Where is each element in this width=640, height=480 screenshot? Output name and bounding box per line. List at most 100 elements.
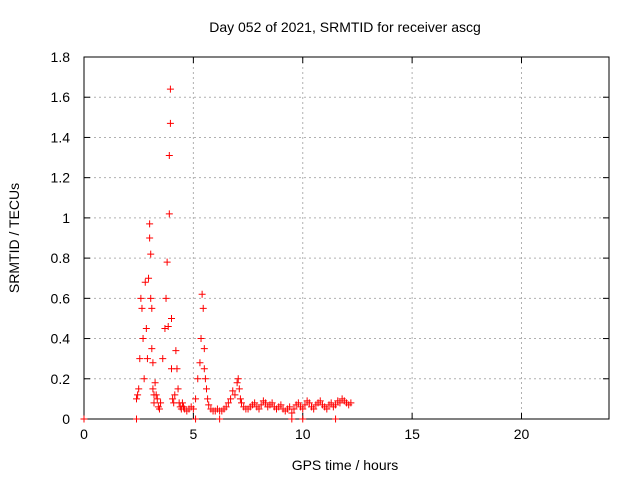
- data-point: [238, 399, 245, 407]
- data-point: [138, 304, 146, 312]
- data-point: [255, 405, 263, 413]
- data-point: [189, 405, 197, 413]
- data-point: [229, 387, 237, 395]
- data-point: [299, 415, 307, 423]
- data-point: [227, 395, 235, 403]
- data-point: [149, 385, 157, 393]
- data-point: [194, 375, 202, 383]
- data-points: [80, 85, 355, 423]
- data-point: [310, 405, 318, 413]
- data-point: [149, 359, 157, 367]
- plot-frame: [83, 56, 610, 420]
- data-point: [301, 401, 309, 409]
- data-point: [141, 278, 149, 286]
- y-tick-label: 0.2: [51, 371, 71, 387]
- data-point: [145, 274, 153, 282]
- chart-title: Day 052 of 2021, SRMTID for receiver asc…: [209, 19, 481, 35]
- data-point: [305, 399, 313, 407]
- data-point: [198, 290, 206, 298]
- data-point: [143, 355, 151, 363]
- data-point: [192, 415, 200, 423]
- data-point: [200, 365, 208, 373]
- data-point: [336, 399, 344, 407]
- data-point: [332, 415, 340, 423]
- data-point: [222, 403, 230, 411]
- data-point: [205, 401, 213, 409]
- data-point: [140, 375, 148, 383]
- x-tick-label: 20: [514, 426, 530, 442]
- data-point: [163, 258, 171, 266]
- data-point: [251, 399, 259, 407]
- data-point: [327, 399, 335, 407]
- data-point: [150, 399, 158, 407]
- data-point: [147, 250, 155, 258]
- data-point: [155, 405, 163, 413]
- data-point: [323, 405, 331, 413]
- data-point: [200, 345, 208, 353]
- data-point: [288, 415, 296, 423]
- data-point: [262, 399, 270, 407]
- y-tick-label: 1.2: [51, 170, 71, 186]
- data-point: [162, 294, 170, 302]
- data-point: [192, 395, 200, 403]
- data-point: [286, 403, 294, 411]
- data-point: [201, 375, 209, 383]
- y-tick-label: 0: [62, 411, 70, 427]
- data-point: [146, 220, 154, 228]
- data-point: [178, 399, 186, 407]
- data-point: [236, 395, 244, 403]
- data-point: [216, 415, 224, 423]
- data-point: [146, 234, 154, 242]
- data-point: [197, 335, 205, 343]
- x-axis-label: GPS time / hours: [292, 457, 399, 473]
- data-point: [168, 314, 175, 322]
- data-point: [80, 415, 88, 423]
- data-point: [332, 401, 340, 409]
- data-point: [133, 415, 140, 423]
- data-point: [148, 345, 156, 353]
- data-point: [196, 359, 204, 367]
- data-point: [139, 335, 147, 343]
- data-point: [164, 322, 172, 330]
- data-point: [199, 304, 207, 312]
- y-tick-label: 1.6: [51, 89, 71, 105]
- data-point: [288, 409, 296, 417]
- data-point: [347, 399, 355, 407]
- y-tick-label: 1.4: [51, 129, 71, 145]
- data-point: [136, 355, 144, 363]
- data-point: [135, 385, 143, 393]
- data-point: [137, 294, 145, 302]
- data-point: [142, 325, 150, 332]
- data-point: [204, 395, 212, 403]
- data-point: [147, 294, 155, 302]
- data-point: [172, 347, 180, 355]
- y-axis-label: SRMTID / TECUs: [6, 183, 22, 293]
- data-point: [203, 385, 210, 393]
- data-point: [151, 379, 159, 387]
- y-tick-label: 1.8: [51, 49, 71, 65]
- data-point: [224, 399, 232, 407]
- x-tick-label: 0: [80, 426, 88, 442]
- data-point: [159, 355, 167, 363]
- tick-layer: 0 5 10 15 20 0 0.2 0.4 0.6 0.8 1 1.2 1.4 1.6 1.8: [51, 49, 609, 442]
- data-point: [171, 391, 179, 399]
- data-point: [173, 365, 181, 373]
- data-point: [174, 385, 182, 393]
- data-point: [133, 395, 140, 403]
- data-point: [134, 391, 142, 399]
- data-point: [294, 399, 302, 407]
- data-point: [166, 119, 174, 127]
- data-point: [234, 375, 242, 383]
- x-tick-label: 5: [189, 426, 197, 442]
- x-tick-label: 10: [295, 426, 311, 442]
- data-point: [153, 395, 161, 403]
- grid-layer: [84, 57, 609, 419]
- y-tick-label: 0.6: [51, 290, 71, 306]
- data-point: [152, 391, 160, 399]
- data-point: [148, 304, 156, 312]
- y-tick-label: 0.8: [51, 250, 71, 266]
- y-tick-label: 1: [62, 210, 70, 226]
- data-point: [235, 385, 243, 393]
- x-tick-label: 15: [404, 426, 420, 442]
